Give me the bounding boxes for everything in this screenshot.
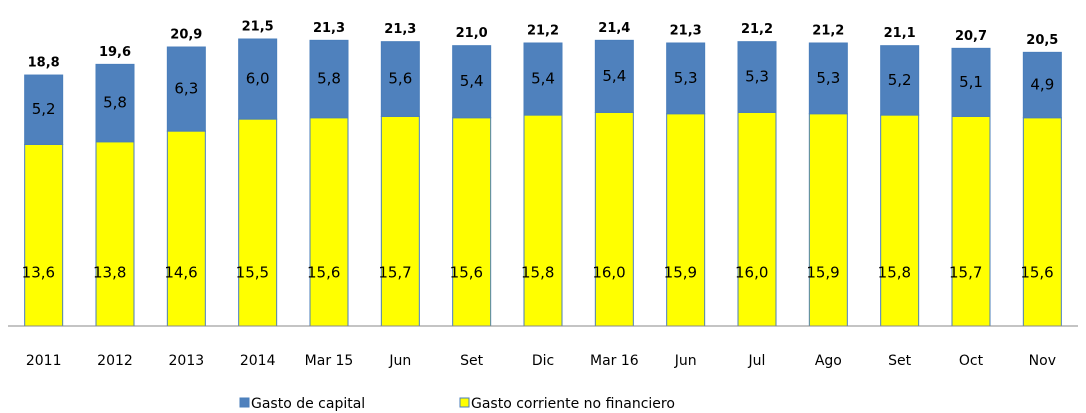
total-label: 18,8: [28, 56, 60, 71]
value-label: 6,0: [246, 70, 270, 88]
total-label: 21,1: [884, 26, 916, 41]
bar-segment: [309, 117, 349, 327]
value-label: 5,2: [888, 71, 912, 89]
bar-segment: [95, 141, 135, 327]
bar-segment: [380, 41, 420, 117]
bar-segment: [523, 114, 563, 327]
bar-segment: [1022, 51, 1062, 119]
bar-segment: [737, 111, 777, 327]
x-tick-label: 2014: [240, 353, 276, 369]
total-label: 21,5: [242, 20, 274, 35]
value-label: 5,3: [674, 69, 698, 87]
bar-segment: [24, 74, 64, 145]
bar-segment: [452, 45, 492, 119]
value-label: 5,1: [959, 73, 983, 91]
x-tick-label: Ago: [815, 353, 842, 369]
value-label: 6,3: [174, 80, 198, 98]
total-label: 21,2: [527, 24, 559, 39]
x-tick-label: Nov: [1029, 353, 1056, 369]
x-tick-label: 2012: [97, 353, 133, 369]
x-tick-label: Dic: [532, 353, 554, 369]
bar-segment: [737, 41, 777, 113]
total-label: 19,6: [99, 45, 131, 60]
bar-segment: [880, 45, 920, 116]
value-label: 15,8: [521, 264, 554, 282]
bar-segment: [238, 118, 278, 327]
total-label: 21,2: [741, 22, 773, 37]
bar-segment: [24, 143, 64, 327]
value-label: 15,8: [878, 264, 911, 282]
bar-segment: [452, 117, 492, 327]
value-label: 5,4: [460, 72, 484, 90]
bar-segment: [594, 111, 634, 327]
value-label: 15,6: [1020, 264, 1053, 282]
x-tick-label: Jul: [748, 353, 766, 369]
bar-segment: [880, 114, 920, 327]
value-label: 5,2: [32, 100, 56, 118]
value-label: 5,4: [602, 67, 626, 85]
total-label: 21,4: [598, 21, 630, 36]
value-label: 15,9: [664, 264, 697, 282]
bar-segment: [238, 38, 278, 120]
value-label: 5,8: [103, 94, 127, 112]
bar-segment: [666, 113, 706, 327]
bar-segment: [666, 42, 706, 115]
value-label: 13,8: [93, 264, 126, 282]
x-tick-label: 2013: [169, 353, 205, 369]
value-label: 15,9: [806, 264, 839, 282]
bar-segment: [309, 39, 349, 119]
total-label: 20,5: [1026, 33, 1058, 48]
total-label: 21,2: [812, 24, 844, 39]
legend-swatch: [239, 397, 250, 408]
total-label: 21,3: [384, 22, 416, 37]
bar-segment: [594, 39, 634, 113]
value-label: 5,8: [317, 70, 341, 88]
x-tick-label: 2011: [26, 353, 62, 369]
bar-segment: [95, 63, 135, 143]
total-label: 21,3: [670, 24, 702, 39]
legend-label: Gasto corriente no financiero: [471, 396, 675, 412]
x-tick-label: Set: [460, 353, 484, 369]
value-label: 14,6: [164, 264, 197, 282]
value-label: 16,0: [735, 264, 768, 282]
value-label: 16,0: [592, 264, 625, 282]
legend-swatch: [459, 397, 470, 408]
total-label: 21,0: [456, 26, 488, 41]
value-label: 5,3: [745, 68, 769, 86]
value-label: 4,9: [1030, 76, 1054, 94]
value-label: 15,7: [378, 264, 411, 282]
value-label: 5,3: [816, 69, 840, 87]
bar-segment: [166, 130, 206, 327]
total-label: 20,7: [955, 29, 987, 44]
legend-label: Gasto de capital: [251, 396, 365, 412]
value-label: 5,4: [531, 70, 555, 88]
x-tick-label: Mar 15: [305, 353, 354, 369]
value-label: 15,7: [949, 264, 982, 282]
bar-segment: [951, 115, 991, 327]
x-tick-label: Mar 16: [590, 353, 639, 369]
x-tick-label: Set: [888, 353, 912, 369]
value-label: 13,6: [22, 264, 55, 282]
bar-segment: [1022, 117, 1062, 327]
bar-segment: [523, 42, 563, 116]
x-tick-label: Jun: [674, 353, 697, 369]
x-tick-label: Jun: [388, 353, 411, 369]
total-label: 20,9: [170, 28, 202, 43]
bar-segment: [808, 113, 848, 327]
bar-segment: [166, 46, 206, 132]
bar-segment: [808, 42, 848, 115]
bar-segment: [380, 115, 420, 327]
x-tick-label: Oct: [959, 353, 984, 369]
bar-segment: [951, 47, 991, 117]
value-label: 15,5: [236, 264, 269, 282]
value-label: 5,6: [388, 70, 412, 88]
value-label: 15,6: [450, 264, 483, 282]
value-label: 15,6: [307, 264, 340, 282]
total-label: 21,3: [313, 21, 345, 36]
